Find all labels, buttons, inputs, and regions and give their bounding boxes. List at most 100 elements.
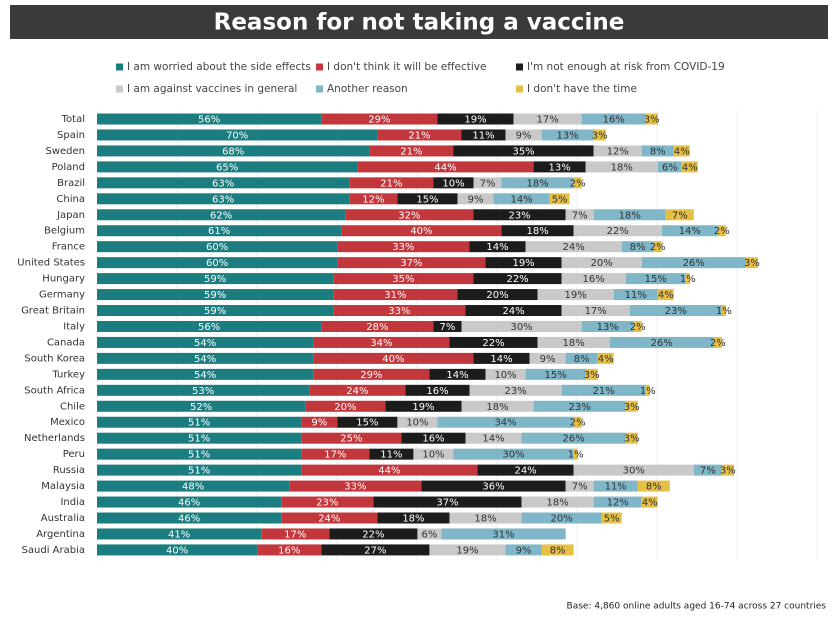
bar-segment	[321, 320, 434, 332]
value-label: 10%	[494, 370, 516, 381]
bar-segment	[501, 225, 574, 237]
value-label: 7%	[700, 466, 716, 477]
bar-segment	[721, 305, 726, 317]
bar-segment	[333, 273, 474, 285]
bar-segment	[565, 209, 594, 221]
category-label: Peru	[63, 449, 85, 460]
value-label: 9%	[468, 194, 484, 205]
value-label: 23%	[508, 210, 530, 221]
bar-segment	[541, 544, 574, 556]
value-label: 21%	[593, 386, 615, 397]
bar-segment	[465, 305, 562, 317]
value-label: 3%	[720, 466, 736, 477]
bar-segment	[641, 145, 674, 157]
value-label: 14%	[679, 226, 701, 237]
bar-segment	[533, 400, 626, 412]
value-label: 8%	[630, 242, 646, 253]
bar-segment	[713, 336, 722, 348]
bar-segment	[97, 432, 302, 444]
bar-segment	[533, 161, 586, 173]
bar-segment	[461, 320, 582, 332]
bar-segment	[573, 225, 662, 237]
category-label: South Korea	[24, 353, 85, 364]
bar-segment	[717, 225, 726, 237]
value-label: 3%	[592, 130, 608, 141]
value-label: 18%	[611, 162, 633, 173]
legend-swatch	[116, 63, 123, 71]
legend-swatch	[516, 85, 523, 93]
bar-segment	[301, 432, 402, 444]
bar-segment	[97, 241, 338, 253]
value-label: 40%	[382, 354, 404, 365]
bar-segment	[341, 225, 502, 237]
value-label: 36%	[482, 482, 504, 493]
bar-segment	[429, 544, 506, 556]
value-label: 68%	[222, 146, 244, 157]
legend-label: I am against vaccines in general	[127, 83, 297, 95]
category-label: Total	[61, 114, 85, 125]
bar-segment	[305, 400, 386, 412]
bar-segment	[469, 384, 562, 396]
category-label: Saudi Arabia	[22, 545, 85, 556]
bar-segment	[333, 289, 458, 301]
bar-segment	[657, 289, 674, 301]
value-label: 18%	[526, 226, 548, 237]
bar-segment	[537, 336, 610, 348]
value-label: 32%	[398, 210, 420, 221]
value-label: 16%	[583, 274, 605, 285]
value-label: 51%	[188, 450, 210, 461]
value-label: 34%	[370, 338, 392, 349]
bar-segment	[313, 336, 450, 348]
bar-segment	[541, 129, 594, 141]
bar-segment	[721, 464, 734, 476]
value-label: 24%	[563, 242, 585, 253]
bar-segment	[333, 305, 466, 317]
value-label: 22%	[362, 529, 384, 540]
value-label: 7%	[440, 322, 456, 333]
bar-segment	[449, 512, 522, 524]
bar-segment	[465, 432, 522, 444]
value-label: 24%	[318, 514, 340, 525]
value-label: 11%	[605, 482, 627, 493]
bar-segment	[473, 273, 562, 285]
bar-segment	[97, 480, 290, 492]
value-label: 35%	[392, 274, 414, 285]
legend-swatch	[116, 85, 123, 93]
bar-segment	[585, 161, 658, 173]
bar-segment	[461, 129, 506, 141]
value-label: 6%	[422, 529, 438, 540]
bar-segment	[261, 528, 330, 540]
bar-segment	[529, 352, 566, 364]
bar-segment	[621, 241, 654, 253]
value-label: 25%	[340, 434, 362, 445]
bar-segment	[97, 416, 302, 428]
bar-segment	[501, 177, 574, 189]
value-label: 70%	[226, 130, 248, 141]
bar-segment	[561, 384, 646, 396]
value-label: 13%	[597, 322, 619, 333]
bar-segment	[97, 384, 310, 396]
category-label: Belgium	[44, 226, 85, 237]
bar-segment	[593, 209, 666, 221]
value-label: 7%	[572, 482, 588, 493]
value-label: 14%	[486, 242, 508, 253]
bar-segment	[485, 257, 562, 269]
bar-segment	[457, 289, 538, 301]
bar-segment	[637, 480, 670, 492]
category-label: Mexico	[50, 417, 85, 428]
bar-segment	[609, 336, 714, 348]
bar-segment	[593, 496, 642, 508]
value-label: 1%	[640, 386, 656, 397]
value-label: 62%	[210, 210, 232, 221]
value-label: 9%	[516, 130, 532, 141]
bar-segment	[441, 528, 566, 540]
value-label: 15%	[645, 274, 667, 285]
value-label: 1%	[680, 274, 696, 285]
bar-segment	[521, 496, 594, 508]
value-label: 22%	[607, 226, 629, 237]
value-label: 59%	[204, 306, 226, 317]
value-label: 1%	[716, 306, 732, 317]
bar-segment	[653, 241, 662, 253]
bar-segment	[281, 496, 374, 508]
